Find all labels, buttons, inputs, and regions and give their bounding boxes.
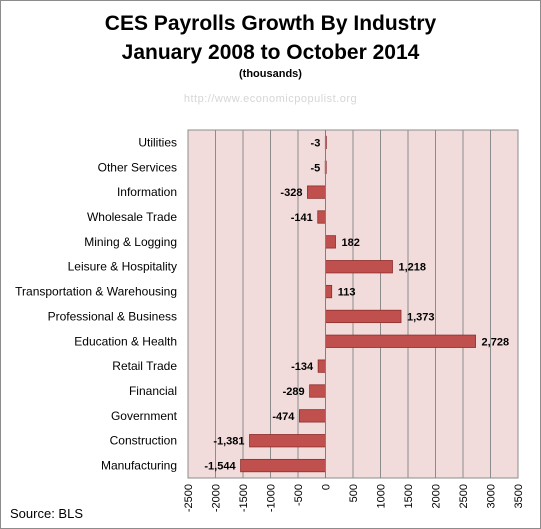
bars (240, 135, 476, 473)
category-label: Retail Trade (112, 359, 177, 373)
value-label: -134 (291, 361, 314, 373)
x-tick-label: 500 (348, 484, 360, 502)
value-label: -474 (272, 411, 295, 423)
bar (317, 359, 326, 373)
category-label: Transportation & Warehousing (15, 285, 177, 299)
category-label: Wholesale Trade (87, 210, 177, 224)
bar (317, 210, 326, 224)
bar (325, 284, 333, 299)
value-label: 113 (338, 287, 356, 299)
bar (325, 334, 476, 348)
gridlines (187, 130, 519, 478)
category-label: Mining & Logging (84, 235, 177, 249)
bar (249, 434, 326, 448)
bar (325, 235, 336, 249)
category-label: Government (111, 409, 178, 423)
chart-units: (thousands) (239, 68, 302, 80)
value-label: -289 (283, 386, 305, 398)
bar (325, 309, 402, 324)
x-tick-label: 1000 (376, 484, 388, 508)
value-label: 182 (342, 237, 360, 249)
bar (307, 185, 326, 199)
bar (240, 458, 326, 473)
category-label: Utilities (138, 135, 177, 149)
watermark-url: http://www.economicpopulist.org (183, 93, 358, 105)
value-label: -141 (291, 212, 313, 224)
bar (325, 260, 393, 274)
bar (309, 384, 326, 398)
value-label: 1,218 (398, 262, 426, 274)
value-label: 1,373 (407, 311, 435, 323)
x-tick-label: -1500 (238, 484, 250, 512)
x-tick-label: -2000 (211, 484, 223, 512)
x-tick-labels: -2500 -2000 -1500 -1000 -500 0 500 1000 1500 2000… (183, 484, 525, 512)
category-label: Leisure & Hospitality (68, 260, 177, 274)
value-label: -1,544 (204, 461, 236, 473)
value-label: -5 (310, 162, 320, 174)
category-label: Manufacturing (101, 459, 177, 473)
x-tick-label: 2000 (431, 484, 443, 508)
x-tick-label: 3000 (486, 484, 498, 508)
value-label: -328 (280, 187, 302, 199)
category-label: Financial (129, 384, 177, 398)
x-tick-label: 0 (321, 484, 333, 490)
x-tick-label: -500 (293, 484, 305, 506)
x-tick-label: 2500 (458, 484, 470, 508)
category-label: Information (117, 185, 177, 199)
value-labels: -3 -5 -328 -141 182 1,218 113 1,373 2,728 -134 -28… (204, 137, 509, 472)
value-label: -1,381 (213, 436, 244, 448)
chart-title: CES Payrolls Growth By Industry (104, 12, 437, 35)
value-label: 2,728 (482, 336, 510, 348)
chart-subtitle: January 2008 to October 2014 (121, 41, 420, 64)
category-label: Professional & Business (48, 309, 177, 323)
x-tick-label: -2500 (183, 484, 195, 512)
x-tick-label: 1500 (403, 484, 415, 508)
value-label: -3 (311, 137, 321, 149)
x-tick-label: -1000 (266, 484, 278, 512)
category-label: Construction (110, 434, 177, 448)
x-tick-label: 3500 (513, 484, 525, 508)
category-label: Other Services (98, 160, 177, 174)
category-label: Education & Health (74, 334, 177, 348)
source-note: Source: BLS (10, 506, 83, 521)
category-labels: Utilities Other Services Information Wholes… (15, 135, 178, 472)
bar (299, 409, 326, 423)
